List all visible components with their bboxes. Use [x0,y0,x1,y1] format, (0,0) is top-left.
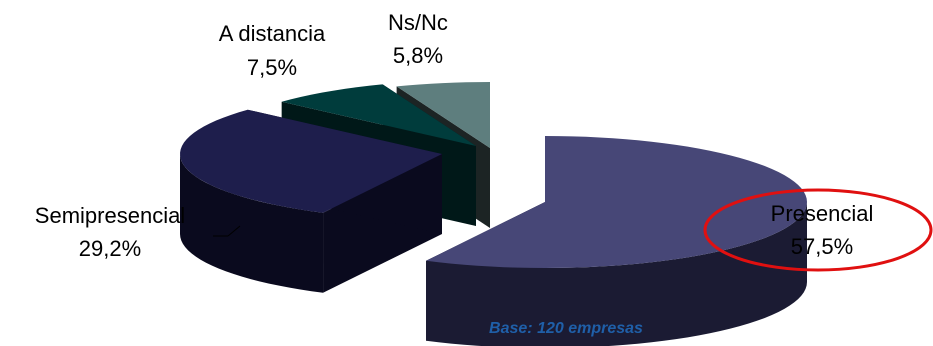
overlay-layer: Ns/Nc 5,8% A distancia 7,5% Semipresenci… [35,10,933,272]
label-a-distancia: A distancia [219,21,326,46]
slice-top-a-distancia [281,84,476,146]
slices-layer [180,82,807,346]
label-semipresencial: Semipresencial [35,203,185,228]
value-semipresencial: 29,2% [79,236,141,261]
label-ns-nc: Ns/Nc [388,10,448,35]
slice-top-presencial [426,136,807,268]
slice-presencial [426,136,807,346]
slice-top-ns-nc [396,82,490,148]
value-a-distancia: 7,5% [247,55,297,80]
base-note: Base: 120 empresas [489,320,643,337]
label-presencial: Presencial [771,201,874,226]
slice-semipresencial [180,109,442,293]
presencial-highlight-ellipse [703,188,933,272]
value-presencial: 57,5% [791,234,853,259]
semipresencial-leader-line-diag [227,225,241,237]
slice-top-semipresencial [180,109,442,213]
value-ns-nc: 5,8% [393,43,443,68]
slice-side-wall-presencial-0 [426,202,807,346]
slice-side-wall-semipresencial-0 [180,154,324,293]
